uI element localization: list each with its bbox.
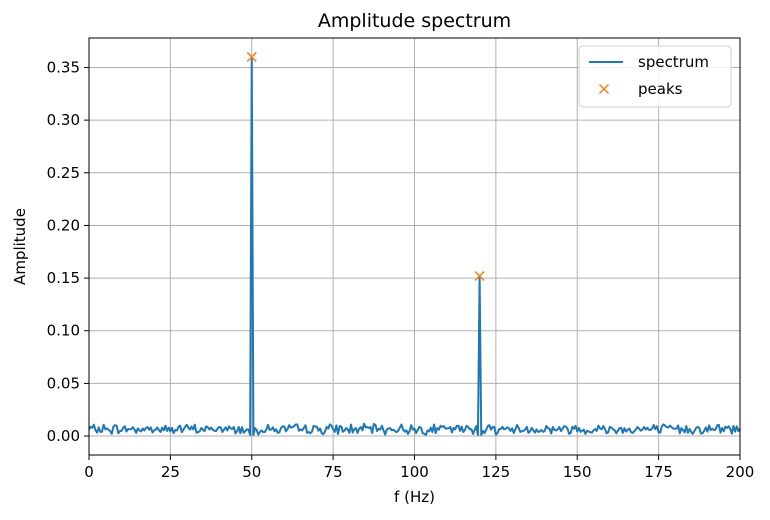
spectrum-line <box>88 55 741 436</box>
peak-marker <box>474 270 485 282</box>
x-tick-label: 50 <box>242 463 261 481</box>
y-axis-label: Amplitude <box>11 208 29 285</box>
y-tick-label: 0.15 <box>47 269 80 287</box>
legend-peaks-swatch <box>598 83 610 95</box>
x-tick-label: 0 <box>84 463 94 481</box>
legend: spectrum peaks <box>578 45 732 108</box>
y-tick-label: 0.20 <box>47 216 80 234</box>
peak-marker <box>246 51 257 62</box>
x-axis-label: f (Hz) <box>394 488 435 506</box>
y-tick-label: 0.30 <box>47 111 80 129</box>
plot-area <box>88 51 741 436</box>
x-tick-label: 175 <box>644 463 673 481</box>
x-tick-label: 25 <box>161 463 180 481</box>
y-tick-label: 0.35 <box>47 58 80 76</box>
x-tick-label: 75 <box>324 463 343 481</box>
legend-spectrum-label: spectrum <box>638 53 709 71</box>
x-tick-label: 100 <box>400 463 429 481</box>
x-tick-label: 150 <box>563 463 592 481</box>
legend-peaks-label: peaks <box>638 80 683 98</box>
y-tick-label: 0.10 <box>47 322 80 340</box>
y-tick-label: 0.25 <box>47 164 80 182</box>
ticks: 0 25 50 75 100 125 150 175 200 0.00 0.05 0.10 0.15 0.… <box>47 58 755 481</box>
chart-title: Amplitude spectrum <box>318 10 511 32</box>
y-tick-label: 0.05 <box>47 374 80 392</box>
y-tick-label: 0.00 <box>47 427 80 445</box>
x-tick-label: 200 <box>726 463 755 481</box>
x-tick-label: 125 <box>482 463 511 481</box>
grid <box>88 38 741 455</box>
